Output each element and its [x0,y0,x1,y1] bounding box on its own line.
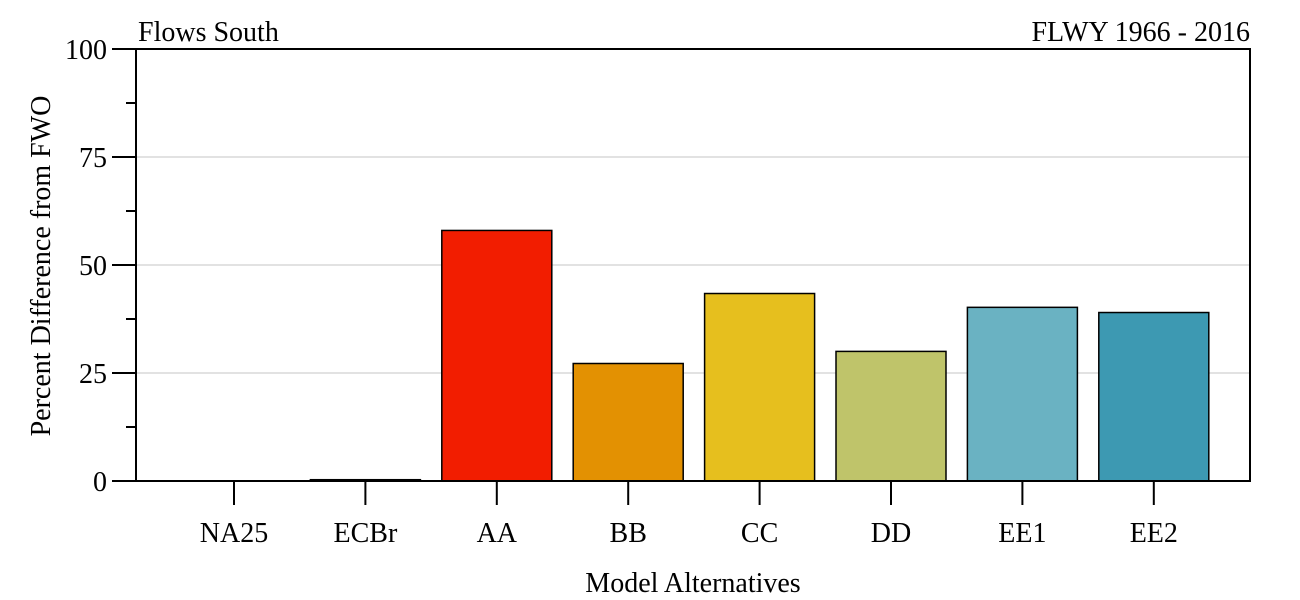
x-tick-label: ECBr [334,518,398,549]
chart-title-left: Flows South [138,17,279,48]
bar-ee1 [966,306,1079,482]
x-tick-label: NA25 [200,518,268,549]
x-tick-label: BB [610,518,647,549]
y-tick-label: 75 [79,143,107,174]
x-tick-label: DD [871,518,911,549]
bar-ee2 [1098,311,1210,482]
x-tick-label: EE1 [998,518,1046,549]
x-axis-title: Model Alternatives [585,568,800,599]
y-tick-label: 25 [79,359,107,390]
x-tick-label: EE2 [1130,518,1178,549]
x-tick-label: CC [741,518,778,549]
bar-dd [835,350,947,482]
bars [309,229,1210,482]
bar-cc [703,292,816,482]
gridlines [136,156,1250,374]
y-axis: 0 25 50 75 100 [65,35,136,498]
bar-aa [441,229,553,482]
y-tick-label: 50 [79,251,107,282]
y-axis-title: Percent Difference from FWO [26,96,57,437]
y-tick-label: 100 [65,35,107,66]
x-axis: NA25 ECBr AA BB CC DD EE1 EE2 [200,481,1178,549]
x-tick-label: AA [477,518,518,549]
chart-title-right: FLWY 1966 - 2016 [1031,17,1250,48]
y-tick-label: 0 [93,467,107,498]
bar-bb [572,362,684,482]
